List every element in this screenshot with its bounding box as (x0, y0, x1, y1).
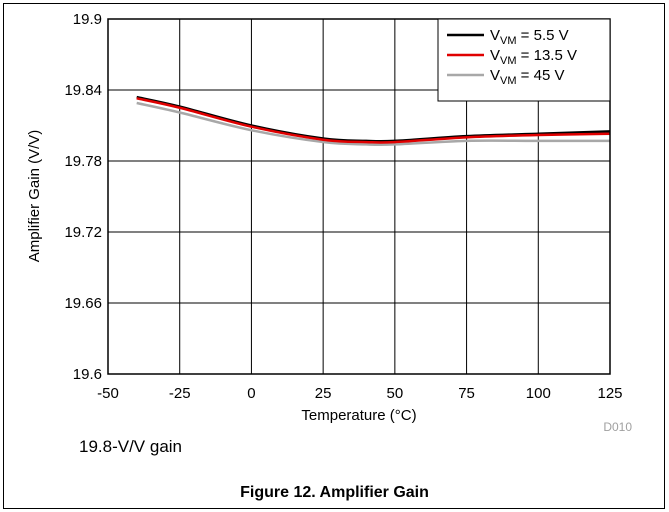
figure-caption: Figure 12. Amplifier Gain (240, 484, 429, 501)
legend-label-rest: = 13.5 V (517, 47, 577, 64)
x-axis-label: Temperature (°C) (301, 407, 416, 424)
x-tick-label: 25 (315, 385, 332, 402)
y-tick-label: 19.9 (73, 11, 102, 28)
y-tick-labels: 19.6 19.66 19.72 19.78 19.84 19.9 (64, 11, 102, 383)
y-tick-label: 19.78 (64, 153, 102, 170)
y-tick-label: 19.72 (64, 224, 102, 241)
x-tick-label: -50 (97, 385, 119, 402)
y-axis-label: Amplifier Gain (V/V) (26, 130, 43, 263)
legend-label-rest: = 5.5 V (517, 27, 569, 44)
legend-label-sub: VM (500, 75, 517, 87)
legend-label-sub: VM (500, 55, 517, 67)
x-tick-label: -25 (169, 385, 191, 402)
plot-border (107, 18, 611, 375)
x-tick-label: 100 (526, 385, 551, 402)
x-tick-label: 50 (387, 385, 404, 402)
amplifier-gain-chart: 19.6 19.66 19.72 19.78 19.84 19.9 -50 -25 0 25 50… (26, 11, 632, 434)
legend-label-main: V (490, 47, 500, 64)
x-tick-labels: -50 -25 0 25 50 75 100 125 (97, 385, 622, 402)
y-tick-label: 19.66 (64, 295, 102, 312)
x-tick-label: 0 (247, 385, 255, 402)
figure-code: D010 (603, 420, 632, 434)
legend-label-0: VVM = 5.5 V (490, 27, 569, 47)
legend-label-sub: VM (500, 35, 517, 47)
legend-label-2: VVM = 45 V (490, 67, 564, 87)
series-lines (136, 95, 611, 147)
x-tick-label: 75 (458, 385, 475, 402)
legend-label-rest: = 45 V (517, 67, 565, 84)
y-tick-label: 19.6 (73, 366, 102, 383)
x-tick-label: 125 (597, 385, 622, 402)
gain-note: 19.8-V/V gain (79, 437, 183, 456)
legend-label-main: V (490, 27, 500, 44)
legend-label-main: V (490, 67, 500, 84)
figure-frame (3, 3, 665, 509)
y-tick-label: 19.84 (64, 82, 102, 99)
legend-box (437, 18, 611, 102)
legend-label-1: VVM = 13.5 V (490, 47, 577, 67)
series-line-1 (136, 97, 611, 144)
series-line-2 (136, 101, 610, 147)
